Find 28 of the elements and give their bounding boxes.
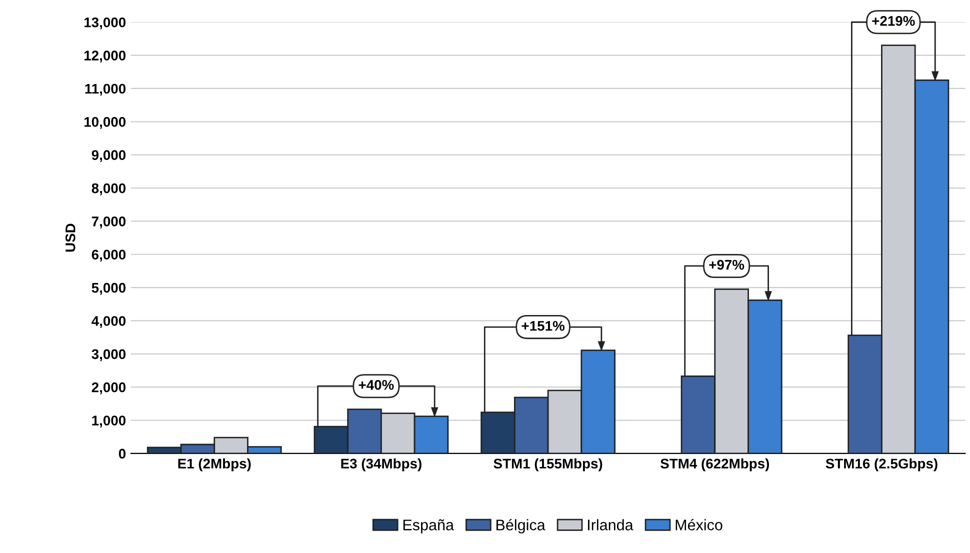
annotation: +97% [709, 260, 744, 270]
x-tick-label: STM16 (2.5Gbps) [826, 458, 938, 472]
legend-label: Irlanda [588, 519, 634, 530]
y-tick-label: 6,000 [92, 250, 126, 262]
y-tick-label: 9,000 [92, 150, 126, 162]
x-tick-label: STM1 (155Mbps) [494, 458, 602, 472]
y-tick-label: 4,000 [92, 316, 126, 328]
x-tick-label: STM4 (622Mbps) [660, 458, 769, 472]
y-tick-label: 8,000 [92, 183, 126, 196]
legend-label: Bélgica [496, 518, 546, 534]
legend-label: México [676, 518, 722, 530]
y-tick-label: 12,000 [84, 50, 126, 62]
annotation: +40% [358, 380, 394, 390]
y-tick-label: 1,000 [92, 416, 126, 428]
y-tick-label: 10,000 [84, 116, 126, 129]
y-axis-title: USD [65, 224, 76, 252]
y-tick-label: 2,000 [92, 382, 126, 394]
x-tick-label: E3 (34Mbps) [341, 458, 422, 472]
annotation: +151% [522, 320, 564, 331]
x-tick-label: E1 (2Mbps) [178, 458, 251, 472]
y-tick-label: 3,000 [92, 349, 126, 362]
y-tick-label: 13,000 [84, 17, 126, 30]
y-tick-label: 7,000 [92, 216, 126, 228]
y-tick-label: 11,000 [85, 84, 126, 96]
annotation: +219% [872, 16, 915, 26]
y-tick-label: 5,000 [92, 282, 126, 295]
y-tick-label: 0 [118, 448, 126, 459]
legend-label: España [403, 519, 454, 534]
